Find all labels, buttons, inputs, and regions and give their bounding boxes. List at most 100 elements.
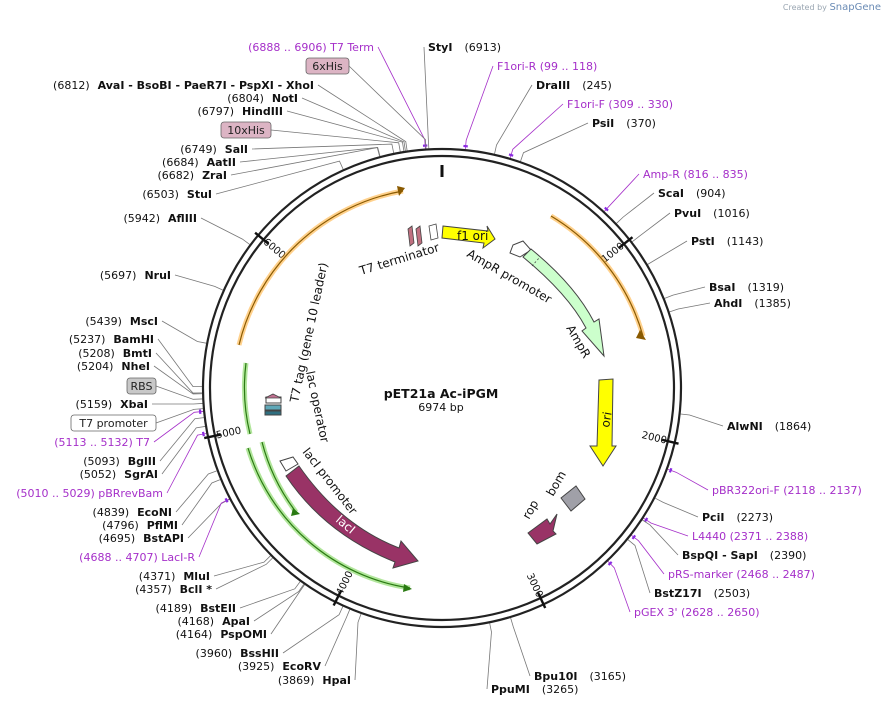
site-bsai-position: (1319) xyxy=(747,281,784,294)
site-bstapi[interactable]: (4695) BstAPI xyxy=(99,532,184,545)
site-apai-name: ApaI xyxy=(222,615,250,628)
site-mlui[interactable]: (4371) MluI xyxy=(139,570,210,583)
site-psii-name: PsiI xyxy=(592,117,614,130)
site-pcii-leader xyxy=(655,497,699,518)
site-hpai[interactable]: (3869) HpaI xyxy=(278,674,351,687)
site-econi[interactable]: (4839) EcoNI xyxy=(93,506,172,519)
site-nhei[interactable]: (5204) NheI xyxy=(77,360,150,373)
site-bstz17i[interactable]: BstZ17I (2503) xyxy=(654,587,750,600)
site-sgrai[interactable]: (5052) SgrAI xyxy=(80,468,158,481)
feature-t7-terminator-a[interactable] xyxy=(407,225,415,247)
site-sali[interactable]: (6749) SalI xyxy=(180,143,248,156)
site-bsteii[interactable]: (4189) BstEII xyxy=(156,602,236,615)
site-ppumi-leader xyxy=(486,623,492,690)
primer-pbrrevbam[interactable]: (5010 .. 5029) pBRrevBam xyxy=(16,487,163,500)
site-styi-name: StyI xyxy=(428,41,452,54)
primer-l4440[interactable]: L4440 (2371 .. 2388) xyxy=(692,530,808,543)
site-aatii[interactable]: (6684) AatII xyxy=(162,156,236,169)
site-hpai-position: (3869) xyxy=(278,674,315,687)
site-ecorv[interactable]: (3925) EcoRV xyxy=(238,660,322,673)
site-afliii[interactable]: (5942) AflIII xyxy=(123,212,197,225)
feature-box-t7prom-leader xyxy=(155,408,203,424)
site-alwni[interactable]: AlwNI (1864) xyxy=(727,420,811,433)
site-bsteii-name: BstEII xyxy=(200,602,236,615)
site-xbai-leader xyxy=(151,403,203,405)
site-pcii-position: (2273) xyxy=(736,511,773,524)
site-stui[interactable]: (6503) StuI xyxy=(142,188,212,201)
feature-rbs-box[interactable] xyxy=(264,410,282,416)
site-nrui[interactable]: (5697) NruI xyxy=(100,269,171,282)
primer-laci_r[interactable]: (4688 .. 4707) LacI-R xyxy=(79,551,195,564)
site-zrai[interactable]: (6682) ZraI xyxy=(158,169,228,182)
primer-prs[interactable]: pRS-marker (2468 .. 2487) xyxy=(668,568,815,581)
site-ahdi[interactable]: AhdI (1385) xyxy=(714,297,791,310)
feature-ampr-promoter[interactable] xyxy=(509,240,532,258)
site-bsai-leader xyxy=(664,286,706,299)
primer-t7[interactable]: (5113 .. 5132) T7 xyxy=(54,436,150,449)
primer-pbr322[interactable]: pBR322ori-F (2118 .. 2137) xyxy=(712,484,862,497)
site-bmti[interactable]: (5208) BmtI xyxy=(78,347,152,360)
backbone-outer-strand xyxy=(201,147,683,629)
tick-label-2000: 2000 xyxy=(640,430,667,447)
site-bsai[interactable]: BsaI (1319) xyxy=(709,281,784,294)
tick-5000 xyxy=(203,433,222,440)
feature-rop[interactable] xyxy=(527,513,558,545)
feature-bom[interactable] xyxy=(560,485,586,512)
site-scai[interactable]: ScaI (904) xyxy=(658,187,726,200)
feature-box-6xhis-label: 6xHis xyxy=(312,60,343,73)
site-pcii[interactable]: PciI (2273) xyxy=(702,511,773,524)
site-bglii[interactable]: (5093) BglII xyxy=(83,455,156,468)
primer-t7term[interactable]: (6888 .. 6906) T7 Term xyxy=(248,41,374,54)
site-bsshii[interactable]: (3960) BssHII xyxy=(196,647,279,660)
feature-ampr[interactable] xyxy=(522,248,605,358)
credit-prefix: Created by xyxy=(782,3,827,12)
feature-box-t7prom[interactable] xyxy=(70,414,157,432)
site-xbai[interactable]: (5159) XbaI xyxy=(76,398,148,411)
feature-f1-ori[interactable] xyxy=(441,225,496,250)
site-psii[interactable]: PsiI (370) xyxy=(592,117,656,130)
site-stui-leader xyxy=(215,160,344,195)
feature-box-6xhis[interactable] xyxy=(305,57,350,75)
tick-label-4000: 4000 xyxy=(335,570,356,598)
site-draiii[interactable]: DraIII (245) xyxy=(536,79,612,92)
site-zrai-position: (6682) xyxy=(158,169,195,182)
feature-t7-terminator-c[interactable] xyxy=(428,223,439,241)
site-pspomi[interactable]: (4164) PspOMI xyxy=(176,628,267,641)
site-bcli[interactable]: (4357) BclI * xyxy=(135,583,212,596)
site-pcii-name: PciI xyxy=(702,511,724,524)
site-pflmi[interactable]: (4796) PflMI xyxy=(102,519,178,532)
site-noti[interactable]: (6804) NotI xyxy=(227,92,298,105)
tick-4000 xyxy=(332,589,343,607)
feature-box-10xhis-leader xyxy=(270,129,401,152)
site-psti[interactable]: PstI (1143) xyxy=(691,235,763,248)
site-bamhi[interactable]: (5237) BamHI xyxy=(69,333,154,346)
site-hindiii[interactable]: (6797) HindIII xyxy=(197,105,283,118)
site-bspqi[interactable]: BspQI - SapI (2390) xyxy=(682,549,806,562)
primer-pgex3[interactable]: pGEX 3' (2628 .. 2650) xyxy=(634,606,760,619)
feature-t7-terminator-b[interactable] xyxy=(415,225,423,247)
site-msci[interactable]: (5439) MscI xyxy=(85,315,158,328)
feature-box-10xhis[interactable] xyxy=(220,121,272,139)
site-sali-name: SalI xyxy=(225,143,248,156)
feature-box-rbs[interactable] xyxy=(126,377,157,395)
site-econi-name: EcoNI xyxy=(137,506,172,519)
feature-t7-tag-box[interactable] xyxy=(264,404,282,411)
primer-amp_r[interactable]: Amp-R (816 .. 835) xyxy=(643,168,748,181)
site-pvui[interactable]: PvuI (1016) xyxy=(674,207,750,220)
primer-prs-leader xyxy=(631,534,665,575)
site-avai[interactable]: (6812) AvaI - BsoBI - PaeR7I - PspXI - Xh… xyxy=(53,79,314,92)
primer-t7-leader xyxy=(153,411,204,443)
site-pvui-leader xyxy=(632,212,671,243)
site-bpu10i[interactable]: Bpu10I (3165) xyxy=(534,670,626,683)
feature-ori[interactable] xyxy=(589,378,617,467)
feature-laci-promoter[interactable] xyxy=(279,456,299,472)
primer-f1ori_f[interactable]: F1ori-F (309 .. 330) xyxy=(567,98,673,111)
site-bsshii-name: BssHII xyxy=(240,647,279,660)
site-bstz17i-leader xyxy=(627,539,651,594)
site-styi[interactable]: StyI (6913) xyxy=(428,41,501,54)
site-ppumi[interactable]: PpuMI (3265) xyxy=(491,683,578,696)
site-apai[interactable]: (4168) ApaI xyxy=(178,615,250,628)
site-alwni-leader xyxy=(680,413,724,427)
feature-laci[interactable] xyxy=(285,465,419,569)
primer-f1ori_r[interactable]: F1ori-R (99 .. 118) xyxy=(497,60,597,73)
